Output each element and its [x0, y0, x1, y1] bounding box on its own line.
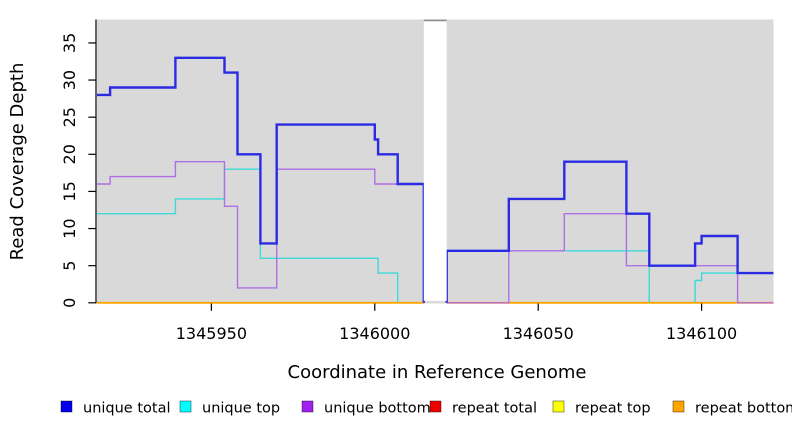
- x-tick-label: 1345950: [176, 324, 247, 343]
- x-axis: 1345950 1346000 1346050 1346100: [176, 303, 737, 343]
- y-tick-label: 20: [60, 144, 79, 164]
- series-line-unique-total: [445, 160, 774, 303]
- series-line-unique-bottom: [446, 213, 774, 304]
- legend-label-unique-total: unique total: [83, 401, 171, 417]
- legend: unique total unique top unique bottom repea…: [60, 400, 792, 417]
- y-tick-label: 35: [60, 33, 79, 53]
- legend-swatch-repeat-total: [429, 400, 442, 413]
- y-tick-label: 0: [60, 298, 79, 308]
- y-axis: 0 5 10 15 20 25 30 35: [60, 19, 97, 308]
- y-tick-label: 25: [60, 107, 79, 127]
- gap-top-smudge: [423, 19, 447, 22]
- series-line-unique-bottom: [97, 161, 425, 303]
- legend-label-repeat-total: repeat total: [452, 401, 537, 417]
- legend-label-unique-top: unique top: [202, 401, 280, 417]
- legend-swatch-unique-total: [60, 400, 73, 413]
- legend-label-repeat-top: repeat top: [575, 401, 651, 417]
- x-tick-label: 1346050: [503, 324, 574, 343]
- series-lines-group: [97, 56, 774, 304]
- gap-region-group: [423, 19, 447, 301]
- legend-label-unique-bottom: unique bottom: [324, 401, 431, 417]
- y-tick-label: 5: [60, 261, 79, 271]
- series-line-unique-total: [97, 56, 425, 303]
- y-tick-label: 15: [60, 181, 79, 201]
- legend-label-repeat-bottom: repeat bottom: [695, 401, 792, 417]
- x-tick-label: 1346000: [339, 324, 410, 343]
- legend-swatch-repeat-top: [552, 400, 565, 413]
- y-tick-label: 10: [60, 218, 79, 238]
- y-axis-title: Read Coverage Depth: [7, 63, 28, 261]
- x-axis-title: Coordinate in Reference Genome: [288, 362, 587, 383]
- legend-swatch-unique-top: [179, 400, 192, 413]
- no-data-gap: [423, 19, 447, 301]
- legend-swatch-unique-bottom: [301, 400, 314, 413]
- y-tick-label: 30: [60, 70, 79, 90]
- legend-swatch-repeat-bottom: [672, 400, 685, 413]
- x-tick-label: 1346100: [666, 324, 737, 343]
